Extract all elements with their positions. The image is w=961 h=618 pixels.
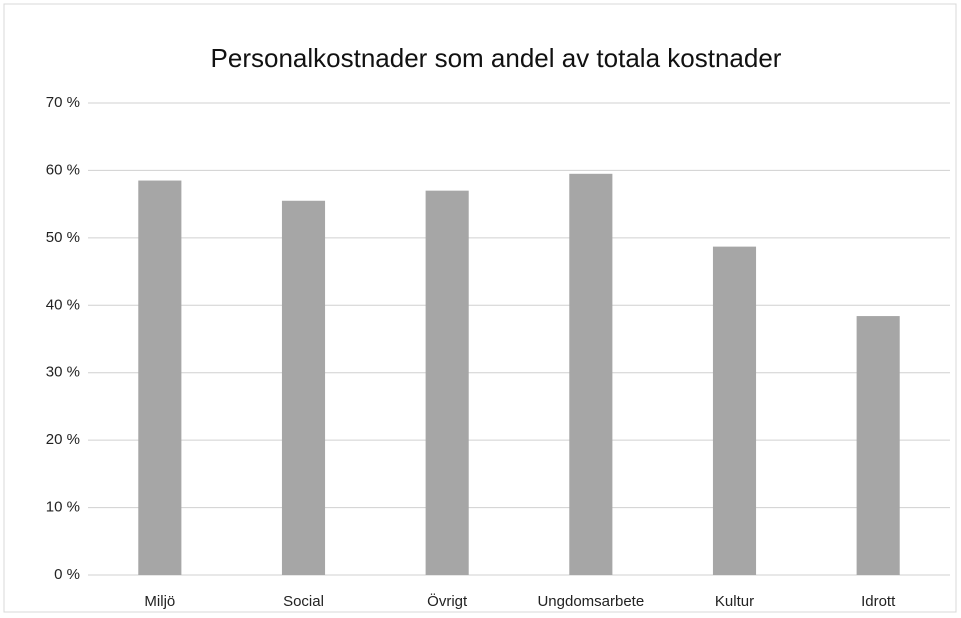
- y-tick-label: 70 %: [46, 94, 80, 111]
- bar: [569, 173, 613, 576]
- bar: [138, 180, 182, 576]
- y-tick-label: 40 %: [46, 296, 80, 313]
- y-tick-label: 10 %: [46, 499, 80, 516]
- chart-title: Personalkostnader som andel av totala ko…: [211, 43, 782, 73]
- bar: [712, 246, 757, 575]
- x-tick-label: Miljö: [144, 593, 175, 610]
- y-tick-label: 50 %: [46, 229, 80, 246]
- bar: [281, 200, 326, 575]
- bar: [425, 190, 469, 575]
- y-tick-label: 60 %: [46, 161, 80, 178]
- y-tick-label: 0 %: [54, 566, 80, 583]
- x-tick-label: Social: [283, 593, 324, 610]
- x-tick-label: Idrott: [861, 593, 896, 610]
- bar: [856, 316, 900, 575]
- y-tick-label: 20 %: [46, 431, 80, 448]
- x-tick-label: Ungdomsarbete: [537, 593, 644, 610]
- x-tick-label: Kultur: [715, 593, 754, 610]
- y-tick-label: 30 %: [46, 364, 80, 381]
- x-tick-label: Övrigt: [427, 592, 468, 610]
